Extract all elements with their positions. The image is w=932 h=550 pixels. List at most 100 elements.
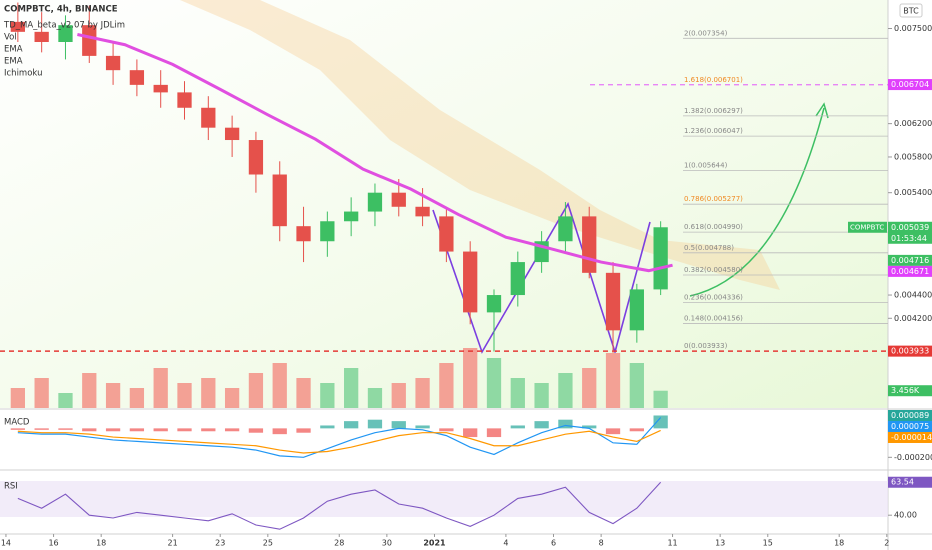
legend: COMPBTC, 4h, BINANCE TD_MA_beta_v2.07 by… <box>3 5 125 492</box>
fib-label: 0.236(0.004336) <box>684 293 743 301</box>
macd-histogram-bar <box>558 419 573 429</box>
macd-histogram-bar <box>177 428 192 432</box>
macd-histogram-bar <box>320 425 335 429</box>
candle-body <box>224 127 240 141</box>
macd-histogram-bar <box>129 428 145 432</box>
price-badge-label: 0.003933 <box>891 347 929 356</box>
fib-label: 0.618(0.004990) <box>684 223 743 231</box>
volume-bar <box>296 378 311 408</box>
candle-body <box>272 174 287 227</box>
candle-body <box>34 31 49 43</box>
candle-body <box>82 25 97 56</box>
candle-body <box>391 192 406 207</box>
x-tick-label: 15 <box>763 539 773 548</box>
volume-bar <box>534 383 549 408</box>
macd-histogram-bar <box>272 428 287 435</box>
macd-histogram-bar <box>367 419 383 429</box>
x-tick-label: 18 <box>834 539 844 548</box>
price-badge <box>888 79 932 91</box>
x-tick-label: 2 <box>884 539 889 548</box>
y-tick-label: 0.007500 <box>894 24 932 33</box>
fib-label: 1.618(0.006701) <box>684 76 743 84</box>
volume-bar <box>415 378 430 408</box>
x-tick-label: 2021 <box>423 539 446 548</box>
volume-bar <box>510 378 525 408</box>
macd-histogram-bar <box>605 428 621 435</box>
candle-body <box>320 221 335 242</box>
macd-histogram-bar <box>582 425 597 429</box>
macd-histogram-bar <box>653 415 668 429</box>
volume-bar <box>272 363 287 408</box>
macd-histogram-bar <box>391 421 406 429</box>
price-badge-label: 0.004671 <box>891 267 929 276</box>
indicator-name: EMA <box>4 57 23 67</box>
macd-histogram-bar <box>82 428 97 432</box>
candle-body <box>367 192 383 212</box>
signal-line <box>17 429 661 454</box>
price-badge-label: 63.54 <box>891 478 914 487</box>
symbol-badge-label: COMPBTC <box>850 223 884 231</box>
volume-bar <box>439 363 454 408</box>
currency-box[interactable] <box>899 3 923 18</box>
macd-histogram-bar <box>439 428 454 432</box>
symbol-badge <box>848 221 887 233</box>
candle-body <box>653 227 668 290</box>
fib-label: 1.382(0.006297) <box>684 107 743 115</box>
fib-label: 2(0.007354) <box>684 29 728 37</box>
candle-body <box>629 289 644 331</box>
macd-histogram-bar <box>415 425 430 429</box>
price-badge <box>888 221 932 244</box>
volume-bar <box>367 388 383 408</box>
volume-bar <box>82 373 97 408</box>
price-badge <box>888 420 932 432</box>
countdown: 01:53:44 <box>891 234 927 243</box>
x-tick-label: 11 <box>667 539 677 548</box>
candle-body <box>153 84 168 93</box>
fib-label: 0.786(0.005277) <box>684 195 743 203</box>
projection-arrow <box>689 107 825 297</box>
price-badge-label: 0.000075 <box>891 422 929 431</box>
currency: BTC <box>903 7 919 16</box>
indicator-name: Ichimoku <box>4 69 42 79</box>
y-tick-label: -0.000200 <box>894 453 932 462</box>
indicator-name: Vol <box>4 33 17 43</box>
price-badge-label: 0.005039 <box>891 223 929 232</box>
volume-bar <box>344 368 359 408</box>
candle-body <box>129 70 145 85</box>
x-tick-label: 4 <box>503 539 508 548</box>
candle-body <box>296 226 311 242</box>
macd-histogram-bar <box>510 425 525 429</box>
candle-body <box>201 107 216 128</box>
projection-arrow-head <box>815 102 829 119</box>
volume-bar <box>201 378 216 408</box>
candle-body <box>439 216 454 252</box>
volume-bar <box>653 390 668 408</box>
macd-histogram-bar <box>224 428 240 432</box>
y-tick-label: 0.004400 <box>894 291 932 300</box>
volume-bar <box>558 373 573 408</box>
volume-bar <box>224 388 240 408</box>
y-tick-label: 40.00 <box>894 511 917 520</box>
fib-label: 0(0.003933) <box>684 342 728 350</box>
candle-body <box>58 25 73 43</box>
y-tick-label: 0.005400 <box>894 188 932 197</box>
x-tick-label: 28 <box>334 539 344 548</box>
price-badge <box>888 254 932 266</box>
x-tick-label: 25 <box>263 539 273 548</box>
price-badge <box>888 431 932 443</box>
volume-bar <box>629 363 644 408</box>
volume-bar <box>605 353 621 408</box>
indicator-name: EMA <box>4 45 23 55</box>
macd-histogram-bar <box>10 428 25 430</box>
fib-label: 0.382(0.004580) <box>684 266 743 274</box>
volume-bar <box>105 383 121 408</box>
candle-body <box>177 92 192 108</box>
rsi-line <box>17 481 662 530</box>
price-badge <box>888 476 932 488</box>
candle-body <box>248 140 264 175</box>
x-tick-label: 30 <box>382 539 392 548</box>
volume-bar <box>248 373 264 408</box>
candle-body <box>510 262 525 296</box>
candle-body <box>582 216 597 273</box>
